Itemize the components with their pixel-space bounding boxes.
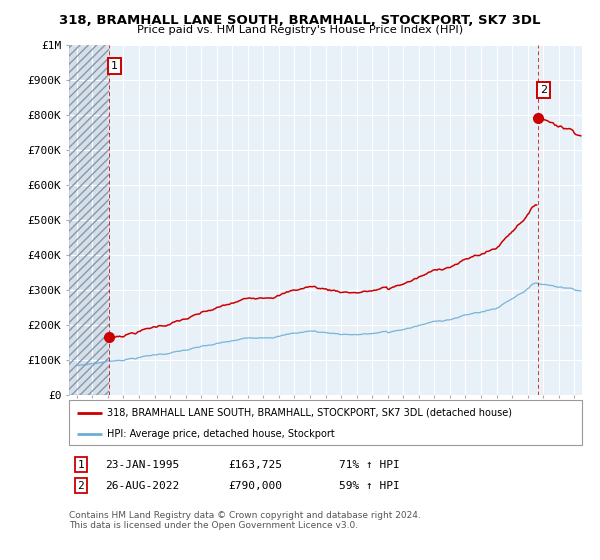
Text: 1: 1	[111, 61, 118, 71]
Text: 2: 2	[540, 85, 547, 95]
Bar	[69, 45, 109, 395]
Text: 318, BRAMHALL LANE SOUTH, BRAMHALL, STOCKPORT, SK7 3DL: 318, BRAMHALL LANE SOUTH, BRAMHALL, STOC…	[59, 14, 541, 27]
Text: 318, BRAMHALL LANE SOUTH, BRAMHALL, STOCKPORT, SK7 3DL (detached house): 318, BRAMHALL LANE SOUTH, BRAMHALL, STOC…	[107, 408, 512, 418]
FancyBboxPatch shape	[69, 400, 582, 445]
Text: HPI: Average price, detached house, Stockport: HPI: Average price, detached house, Stoc…	[107, 429, 335, 439]
Text: 23-JAN-1995: 23-JAN-1995	[105, 460, 179, 470]
Text: £163,725: £163,725	[228, 460, 282, 470]
Text: 1: 1	[77, 460, 85, 470]
Bar	[69, 45, 109, 395]
Text: 71% ↑ HPI: 71% ↑ HPI	[339, 460, 400, 470]
Text: £790,000: £790,000	[228, 480, 282, 491]
Text: 59% ↑ HPI: 59% ↑ HPI	[339, 480, 400, 491]
Text: 26-AUG-2022: 26-AUG-2022	[105, 480, 179, 491]
Text: 2: 2	[77, 480, 85, 491]
Text: Price paid vs. HM Land Registry's House Price Index (HPI): Price paid vs. HM Land Registry's House …	[137, 25, 463, 35]
Text: Contains HM Land Registry data © Crown copyright and database right 2024.
This d: Contains HM Land Registry data © Crown c…	[69, 511, 421, 530]
